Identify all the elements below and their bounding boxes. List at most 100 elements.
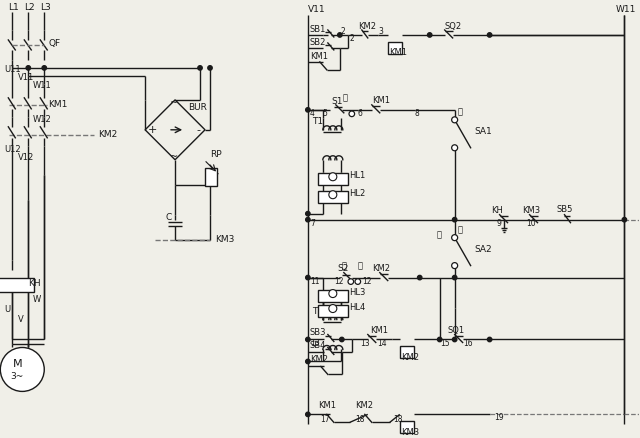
Text: -: - bbox=[196, 125, 200, 135]
Circle shape bbox=[329, 304, 337, 313]
Bar bbox=[400, 346, 413, 358]
Circle shape bbox=[622, 218, 627, 222]
Text: KM2: KM2 bbox=[372, 264, 390, 273]
Circle shape bbox=[438, 337, 442, 342]
Text: W11: W11 bbox=[32, 81, 51, 90]
Text: V12: V12 bbox=[19, 153, 35, 162]
Circle shape bbox=[452, 263, 458, 268]
Text: KM1: KM1 bbox=[48, 100, 68, 110]
Circle shape bbox=[329, 290, 337, 297]
Circle shape bbox=[306, 218, 310, 222]
Circle shape bbox=[417, 276, 422, 280]
Text: HL3: HL3 bbox=[349, 288, 365, 297]
Circle shape bbox=[452, 117, 458, 123]
Circle shape bbox=[452, 337, 457, 342]
Text: ~: ~ bbox=[170, 98, 178, 108]
Text: QF: QF bbox=[48, 39, 60, 49]
Text: 3: 3 bbox=[379, 28, 383, 36]
Circle shape bbox=[488, 337, 492, 342]
Text: 13: 13 bbox=[310, 339, 319, 348]
Text: 19: 19 bbox=[495, 413, 504, 422]
Circle shape bbox=[329, 191, 337, 199]
Text: 18: 18 bbox=[355, 415, 364, 424]
Text: V11: V11 bbox=[19, 74, 35, 82]
Text: 10: 10 bbox=[527, 219, 536, 228]
Text: KM3: KM3 bbox=[401, 428, 419, 437]
Bar bbox=[318, 191, 348, 203]
Text: BUR: BUR bbox=[188, 103, 207, 112]
Text: RP: RP bbox=[210, 150, 221, 159]
Text: 8: 8 bbox=[415, 110, 419, 118]
Bar bbox=[388, 42, 402, 54]
Circle shape bbox=[26, 66, 31, 70]
Circle shape bbox=[488, 33, 492, 37]
Bar bbox=[205, 168, 217, 186]
Text: W12: W12 bbox=[32, 115, 51, 124]
Text: 15: 15 bbox=[441, 339, 451, 348]
Circle shape bbox=[329, 173, 337, 181]
Circle shape bbox=[1, 347, 44, 392]
Text: L2: L2 bbox=[24, 4, 35, 13]
Text: W: W bbox=[32, 295, 40, 304]
Circle shape bbox=[42, 66, 47, 70]
Text: 3~: 3~ bbox=[11, 372, 24, 381]
Text: 左: 左 bbox=[343, 93, 348, 102]
Text: 右: 右 bbox=[458, 225, 463, 234]
Circle shape bbox=[306, 276, 310, 280]
Text: KM1: KM1 bbox=[388, 49, 407, 57]
Text: KH: KH bbox=[492, 206, 504, 215]
Text: SA1: SA1 bbox=[475, 127, 492, 136]
Text: SB4: SB4 bbox=[310, 341, 326, 350]
Text: 12: 12 bbox=[334, 277, 343, 286]
Text: KH: KH bbox=[28, 279, 41, 288]
Circle shape bbox=[452, 218, 457, 222]
Text: 5: 5 bbox=[323, 110, 328, 118]
Text: V11: V11 bbox=[308, 6, 326, 14]
Circle shape bbox=[208, 66, 212, 70]
Text: L3: L3 bbox=[40, 4, 51, 13]
Text: SB3: SB3 bbox=[310, 328, 326, 337]
Text: 右: 右 bbox=[458, 107, 463, 117]
Text: 2: 2 bbox=[350, 35, 355, 43]
Text: KM3: KM3 bbox=[522, 206, 541, 215]
Text: KM3: KM3 bbox=[215, 235, 234, 244]
Text: HL1: HL1 bbox=[349, 171, 365, 180]
Text: 18: 18 bbox=[393, 415, 403, 424]
Circle shape bbox=[306, 359, 310, 364]
Circle shape bbox=[306, 212, 310, 216]
Text: HL2: HL2 bbox=[349, 189, 365, 198]
Circle shape bbox=[338, 33, 342, 37]
Circle shape bbox=[452, 276, 457, 280]
Text: 14: 14 bbox=[377, 339, 387, 348]
Text: 16: 16 bbox=[463, 339, 473, 348]
Text: 6: 6 bbox=[358, 110, 363, 118]
Text: U11: U11 bbox=[4, 65, 21, 74]
Circle shape bbox=[348, 279, 354, 284]
Text: 17: 17 bbox=[320, 415, 330, 424]
Circle shape bbox=[306, 412, 310, 417]
Circle shape bbox=[355, 279, 360, 284]
Text: 12: 12 bbox=[362, 277, 371, 286]
Circle shape bbox=[198, 66, 202, 70]
Circle shape bbox=[306, 108, 310, 112]
Text: V: V bbox=[19, 315, 24, 324]
Text: HL4: HL4 bbox=[349, 303, 365, 312]
Text: 2: 2 bbox=[341, 28, 346, 36]
Circle shape bbox=[349, 111, 355, 117]
Text: 右: 右 bbox=[358, 261, 363, 270]
Text: SB2: SB2 bbox=[310, 39, 326, 47]
Text: T1: T1 bbox=[312, 117, 323, 126]
Circle shape bbox=[428, 33, 432, 37]
Circle shape bbox=[340, 337, 344, 342]
Text: S1: S1 bbox=[332, 97, 343, 106]
Text: SB1: SB1 bbox=[310, 25, 326, 35]
Text: KM1: KM1 bbox=[370, 326, 388, 335]
Text: KM1: KM1 bbox=[372, 96, 390, 106]
Text: 左: 左 bbox=[342, 261, 347, 270]
Text: 13: 13 bbox=[360, 339, 369, 348]
Text: 左: 左 bbox=[436, 230, 442, 239]
Text: W11: W11 bbox=[616, 6, 636, 14]
Text: 9: 9 bbox=[497, 219, 502, 228]
Bar bbox=[318, 173, 348, 185]
Text: KM2: KM2 bbox=[98, 130, 117, 139]
